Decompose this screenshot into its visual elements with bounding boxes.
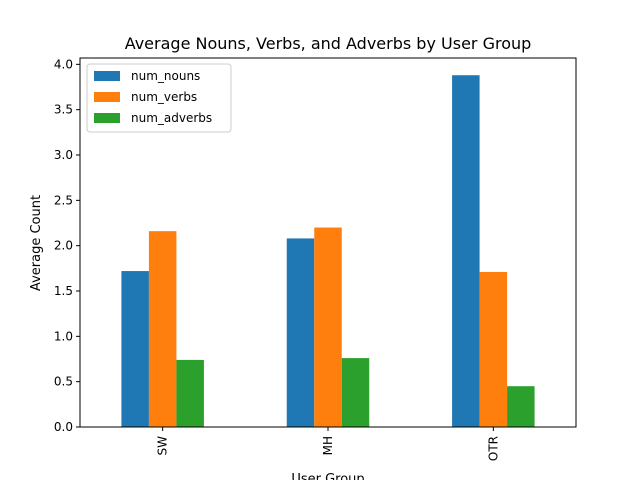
x-tick-label: OTR [486,436,500,461]
legend-label-num_nouns: num_nouns [131,69,200,83]
legend-swatch-num_nouns [94,71,120,81]
y-tick-label: 2.0 [54,239,73,253]
legend-label-num_verbs: num_verbs [131,90,197,104]
legend-swatch-num_verbs [94,92,120,102]
legend: num_nouns num_verbs num_adverbs [86,63,232,133]
bar-num_adverbs-SW [176,359,204,427]
bar-num_nouns-SW [121,271,149,427]
y-tick-label: 0.5 [54,375,73,389]
y-tick-label: 1.5 [54,284,73,298]
bar-num_nouns-OTR [452,75,480,427]
bar-num_verbs-SW [148,231,177,427]
bar-num_verbs-MH [314,227,342,427]
y-tick-label: 3.5 [54,103,73,117]
y-tick-label: 3.0 [54,148,73,162]
y-tick-label: 0.0 [54,420,73,434]
x-axis-label: User Group [291,472,364,480]
bar-num_verbs-OTR [479,271,508,427]
y-tick-label: 2.5 [54,193,73,207]
x-tick-label: SW [156,436,170,456]
legend-box [86,63,232,133]
y-tick-label: 4.0 [54,57,73,71]
y-tick-label: 1.0 [54,329,73,343]
bar-num_adverbs-OTR [507,386,535,427]
bars-layer [121,75,535,427]
chart-title: Average Nouns, Verbs, and Adverbs by Use… [125,34,532,53]
bar-num_nouns-MH [286,238,315,427]
axes-layer: SW MH OTR 0.0 0.5 1.0 1.5 2.0 2.5 3.0 3.5 4.0 [54,57,500,461]
bar-num_adverbs-MH [341,358,370,427]
legend-label-num_adverbs: num_adverbs [131,111,212,125]
legend-swatch-num_adverbs [94,113,120,123]
y-axis-label: Average Count [29,195,44,291]
x-tick-label: MH [321,436,335,455]
plot-frame [79,57,577,428]
